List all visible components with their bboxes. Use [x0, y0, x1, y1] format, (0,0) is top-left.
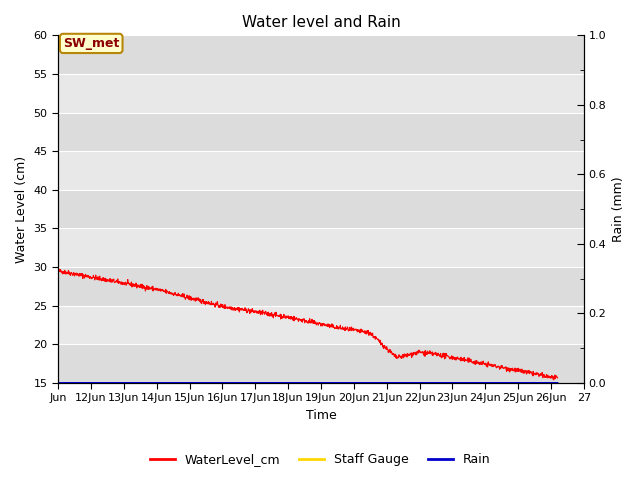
- Rain: [276, 380, 284, 386]
- WaterLevel_cm: [266, 312, 274, 317]
- Rain: [266, 380, 274, 386]
- Bar: [58, 36, 584, 74]
- Rain: [339, 380, 346, 386]
- Rain: [285, 380, 293, 386]
- WaterLevel_cm: [550, 377, 557, 383]
- Bar: [58, 306, 584, 344]
- Rain: [113, 380, 121, 386]
- Rain: [93, 380, 100, 386]
- Bar: [58, 112, 584, 151]
- WaterLevel_cm: [55, 266, 63, 272]
- Title: Water level and Rain: Water level and Rain: [241, 15, 401, 30]
- WaterLevel_cm: [93, 276, 101, 282]
- Text: SW_met: SW_met: [63, 37, 120, 50]
- WaterLevel_cm: [339, 324, 346, 330]
- WaterLevel_cm: [286, 315, 294, 321]
- Bar: [58, 344, 584, 383]
- Bar: [58, 151, 584, 190]
- WaterLevel_cm: [277, 316, 285, 322]
- WaterLevel_cm: [113, 279, 121, 285]
- Bar: [58, 228, 584, 267]
- Y-axis label: Rain (mm): Rain (mm): [612, 176, 625, 242]
- WaterLevel_cm: [554, 375, 561, 381]
- Legend: WaterLevel_cm, Staff Gauge, Rain: WaterLevel_cm, Staff Gauge, Rain: [145, 448, 495, 471]
- Rain: [554, 380, 561, 386]
- Bar: [58, 267, 584, 306]
- Line: WaterLevel_cm: WaterLevel_cm: [58, 269, 557, 380]
- X-axis label: Time: Time: [305, 409, 337, 422]
- Bar: [58, 74, 584, 112]
- WaterLevel_cm: [54, 267, 62, 273]
- Bar: [58, 190, 584, 228]
- Rain: [54, 380, 62, 386]
- Y-axis label: Water Level (cm): Water Level (cm): [15, 156, 28, 263]
